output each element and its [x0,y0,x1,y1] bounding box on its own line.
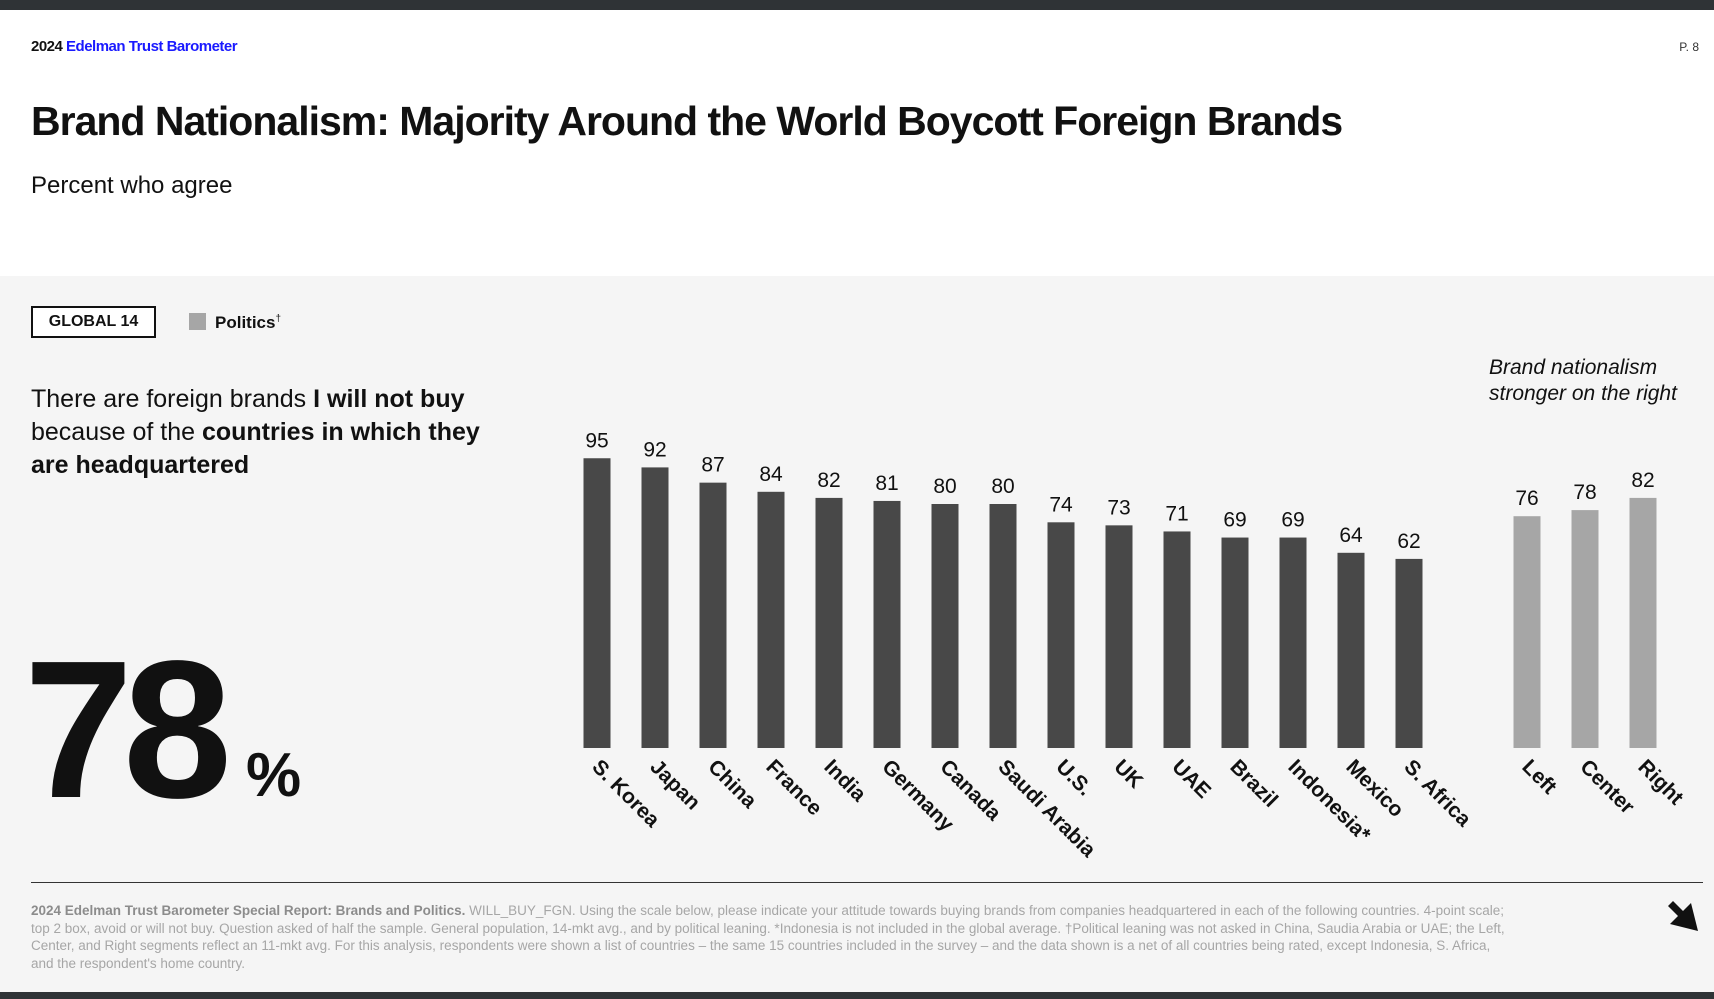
category-label-uk: UK [1109,755,1147,793]
footnote: 2024 Edelman Trust Barometer Special Rep… [31,902,1516,972]
politics-swatch [189,313,206,330]
category-label-right: Right [1633,755,1687,809]
brand-logo: 2024 Edelman Trust Barometer [31,38,238,55]
category-label-brazil: Brazil [1225,755,1282,812]
bar-canada [931,504,959,748]
bar-chart: 95S. Korea92Japan87China84France82India8… [583,429,1688,862]
data-label-china: 87 [701,454,724,477]
data-label-u-s: 74 [1049,493,1073,516]
question-text-1: There are foreign brands [31,385,314,413]
legend-politics-label: Politics [215,313,276,332]
brand-year: 2024 [31,38,63,55]
data-label-mexico: 64 [1339,524,1363,547]
question-bold-2: countries in which they are headquartere… [31,418,480,479]
data-label-s-africa: 62 [1397,530,1420,553]
bar-germany [873,500,901,748]
bar-india [815,497,843,748]
survey-question: There are foreign brands I will not buy … [31,383,491,482]
question-bold-1: I will not buy [313,385,465,413]
footnote-source: 2024 Edelman Trust Barometer Special Rep… [31,903,466,918]
page-title: Brand Nationalism: Majority Around the W… [31,98,1343,144]
bar-left [1513,516,1541,748]
data-label-brazil: 69 [1223,509,1246,532]
bar-brazil [1221,537,1249,748]
category-label-china: China [703,755,761,813]
bar-saudi-arabia [989,504,1017,748]
legend-politics-mark: † [275,313,282,325]
data-label-s-korea: 95 [585,429,608,452]
bar-s-korea [583,458,611,748]
data-label-france: 84 [759,463,783,486]
global-percent-value: 78 [24,620,232,839]
bar-u-s [1047,522,1075,748]
footnote-text: WILL_BUY_FGN. Using the scale below, ple… [31,903,1505,971]
data-label-japan: 92 [643,438,666,461]
bar-uae [1163,531,1191,748]
data-label-canada: 80 [933,475,956,498]
brand-name: Edelman Trust Barometer [66,38,238,55]
data-label-germany: 81 [875,472,898,495]
bar-mexico [1337,552,1365,748]
bar-china [699,482,727,748]
footer-divider [31,882,1703,883]
data-label-center: 78 [1573,481,1596,504]
data-label-right: 82 [1631,469,1654,492]
top-bar [0,0,1714,10]
annotation-line-2: stronger on the right [1489,382,1677,405]
bar-japan [641,467,669,748]
question-text-2: because of the [31,418,202,446]
page-number: P. 8 [1679,40,1699,54]
data-label-left: 76 [1515,487,1538,510]
data-label-uk: 73 [1107,496,1130,519]
bar-indonesia [1279,537,1307,748]
bar-s-africa [1395,558,1423,748]
data-label-saudi-arabia: 80 [991,475,1014,498]
slide-header: 2024 Edelman Trust Barometer P. 8 Brand … [0,10,1714,276]
bar-uk [1105,525,1133,748]
category-label-u-s: U.S. [1051,755,1096,800]
category-label-left: Left [1517,755,1560,798]
page-subtitle: Percent who agree [31,172,233,199]
data-label-india: 82 [817,469,840,492]
legend-politics: Politics† [189,313,281,333]
category-label-uae: UAE [1167,755,1215,803]
category-label-center: Center [1575,755,1638,818]
data-label-indonesia: 69 [1281,509,1304,532]
legend-global-14: GLOBAL 14 [31,306,156,338]
category-label-france: France [761,755,826,820]
category-label-india: India [819,755,870,806]
bar-france [757,491,785,748]
data-label-uae: 71 [1165,502,1188,525]
chart-annotation: Brand nationalism stronger on the right [1489,355,1677,407]
bar-center [1571,510,1599,748]
bar-right [1629,497,1657,748]
annotation-line-1: Brand nationalism [1489,356,1658,379]
category-label-s-africa: S. Africa [1399,755,1475,831]
global-percent-sign: % [246,741,302,810]
bottom-bar [0,992,1714,999]
arrow-down-right-icon[interactable] [1665,898,1701,934]
